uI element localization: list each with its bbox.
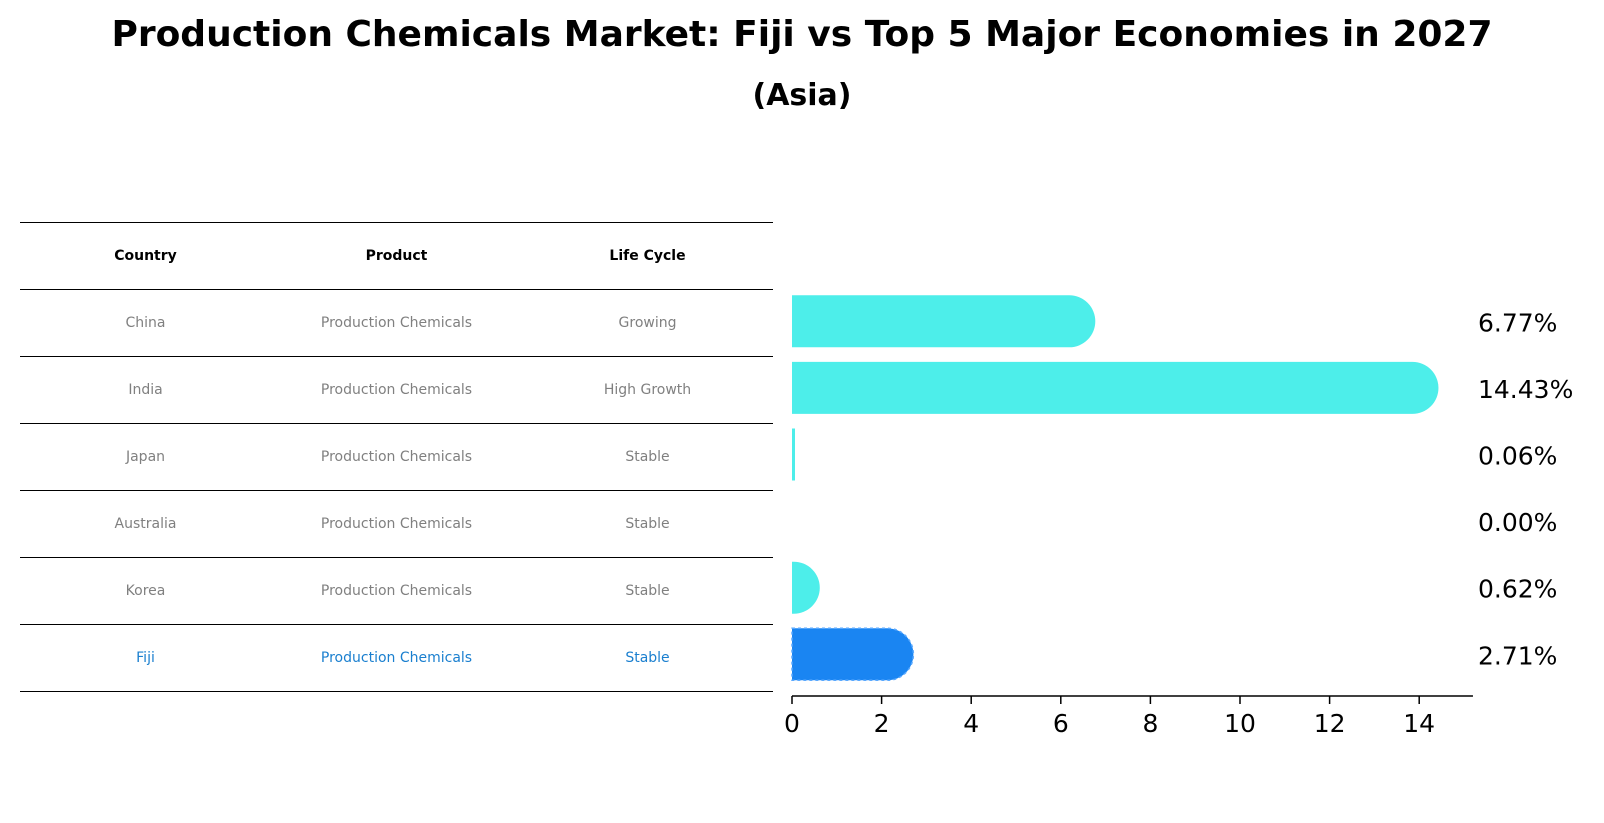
cell-country: India <box>128 382 163 398</box>
comparison-table: Country Product Life Cycle China Product… <box>20 222 773 692</box>
header-product: Product <box>365 248 428 264</box>
value-label-fiji: 2.71% <box>1478 641 1557 670</box>
x-tick-label: 10 <box>1224 709 1256 738</box>
cell-life-cycle: Stable <box>625 449 670 465</box>
bar-china <box>792 295 1096 348</box>
bar-india <box>792 361 1439 414</box>
cell-country: Fiji <box>136 650 155 666</box>
value-label-china: 6.77% <box>1478 308 1557 337</box>
cell-country: China <box>125 315 166 331</box>
cell-country: Australia <box>114 516 177 532</box>
table-row-highlight: Fiji Production Chemicals Stable <box>20 625 773 692</box>
x-tick-label: 14 <box>1403 709 1435 738</box>
x-tick-label: 12 <box>1314 709 1346 738</box>
chart-subtitle: (Asia) <box>752 78 852 113</box>
table-row: Korea Production Chemicals Stable <box>20 558 773 625</box>
table-row: China Production Chemicals Growing <box>20 290 773 357</box>
cell-country: Korea <box>125 583 166 599</box>
x-tick-label: 0 <box>784 709 800 738</box>
cell-life-cycle: Stable <box>625 650 670 666</box>
x-tick-label: 8 <box>1142 709 1158 738</box>
x-tick-label: 6 <box>1053 709 1069 738</box>
table-row: Japan Production Chemicals Stable <box>20 424 773 491</box>
table-header-row: Country Product Life Cycle <box>20 222 773 290</box>
chart-title: Production Chemicals Market: Fiji vs Top… <box>111 14 1493 55</box>
value-label-australia: 0.00% <box>1478 508 1557 537</box>
table-row: Australia Production Chemicals Stable <box>20 491 773 558</box>
cell-product: Production Chemicals <box>320 583 473 599</box>
value-label-korea: 0.62% <box>1478 575 1557 604</box>
header-life-cycle: Life Cycle <box>609 248 686 264</box>
cell-life-cycle: Growing <box>618 315 677 331</box>
cell-life-cycle: Stable <box>625 516 670 532</box>
cell-country: Japan <box>125 449 166 465</box>
cell-product: Production Chemicals <box>320 382 473 398</box>
header-country: Country <box>114 248 177 264</box>
value-label-india: 14.43% <box>1478 375 1573 404</box>
value-label-japan: 0.06% <box>1478 442 1557 471</box>
cell-product: Production Chemicals <box>320 449 473 465</box>
table-row: India Production Chemicals High Growth <box>20 357 773 424</box>
bar-japan <box>792 428 795 481</box>
cell-life-cycle: Stable <box>625 583 670 599</box>
cell-product: Production Chemicals <box>320 650 473 666</box>
cell-life-cycle: High Growth <box>603 382 692 398</box>
x-tick-label: 4 <box>963 709 979 738</box>
x-tick-label: 2 <box>874 709 890 738</box>
cell-product: Production Chemicals <box>320 516 473 532</box>
cell-product: Production Chemicals <box>320 315 473 331</box>
bar-korea <box>792 561 820 614</box>
bar-fiji <box>791 627 915 682</box>
